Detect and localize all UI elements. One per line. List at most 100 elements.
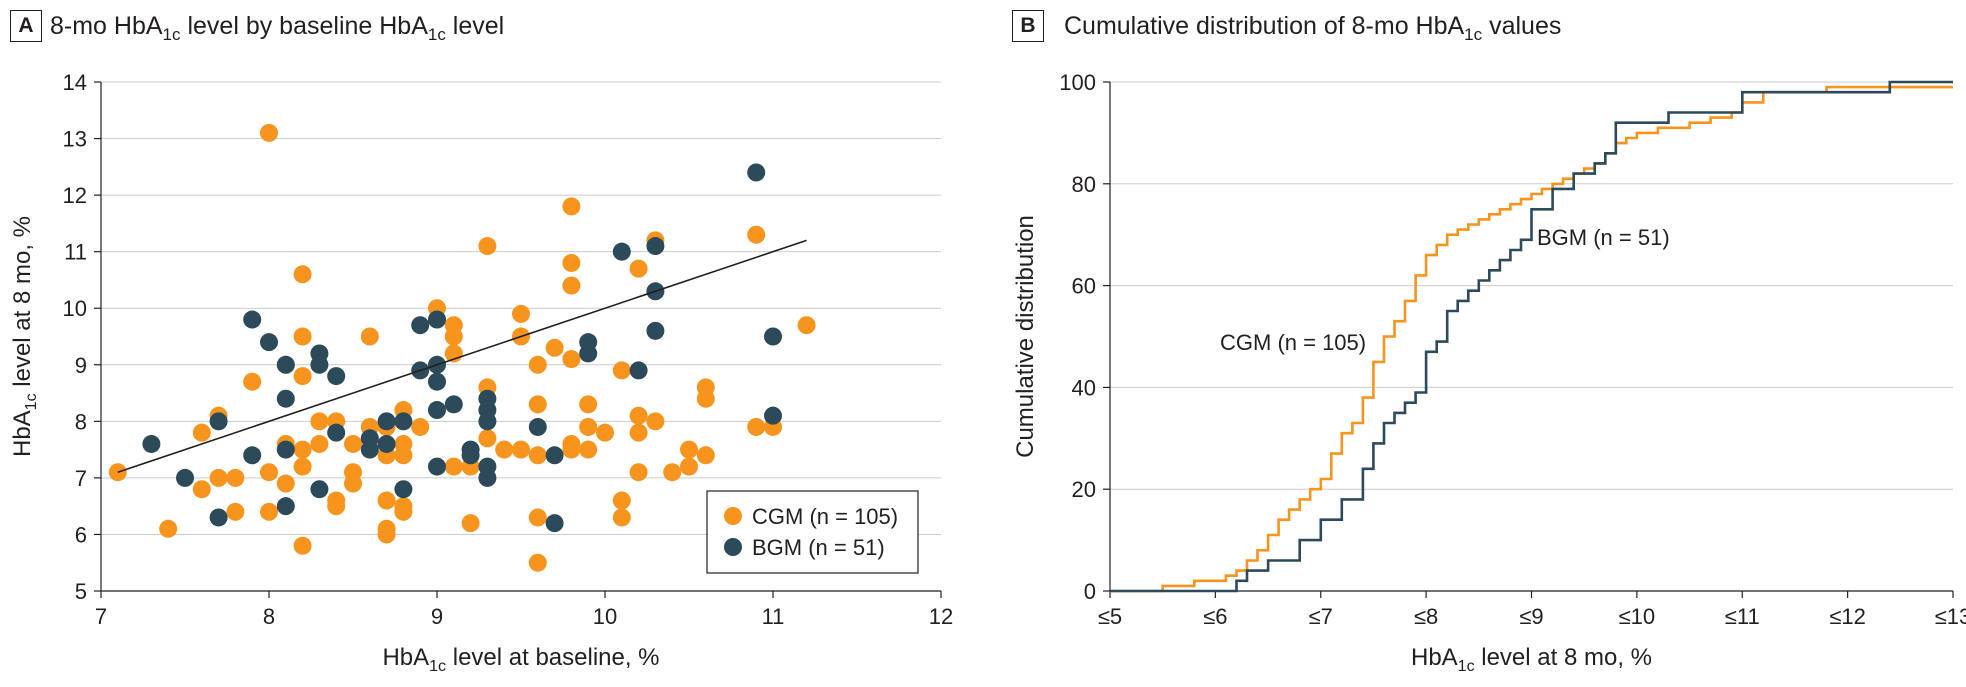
panel-a-title-sub: 1c	[427, 25, 446, 44]
cgm-point	[209, 468, 228, 487]
cdf-y-tick-label: 100	[1059, 70, 1096, 95]
panel-a-label: A	[10, 10, 42, 42]
cdf-y-tick-label: 0	[1084, 579, 1096, 604]
cgm-point	[528, 553, 547, 572]
panel-a-title: 8-mo HbA1c level by baseline HbA1c level	[50, 12, 504, 45]
cgm-point	[579, 440, 598, 459]
bgm-point	[528, 417, 547, 436]
cgm-point	[394, 502, 413, 521]
cgm-point	[528, 395, 547, 414]
cdf-x-tick-label: ≤13	[1935, 604, 1966, 629]
cgm-point	[528, 508, 547, 527]
cgm-point	[192, 423, 211, 442]
cgm-point	[629, 423, 648, 442]
cgm-point	[680, 457, 698, 476]
cgm-point	[260, 123, 278, 142]
bgm-point	[747, 163, 766, 182]
bgm-point	[377, 434, 396, 453]
scatter-y-axis-label: HbA1c level at 8 mo, %	[9, 216, 40, 457]
cgm-point	[327, 497, 346, 516]
panel-b-label: B	[1012, 10, 1044, 42]
panel-b-title-sub: 1c	[1464, 25, 1483, 44]
bgm-point	[360, 440, 379, 459]
cdf-y-tick-label: 40	[1072, 375, 1096, 400]
scatter-legend-box	[706, 490, 919, 574]
panel-a-title-part: level by baseline HbA	[180, 12, 428, 40]
cgm-point	[562, 350, 581, 369]
scatter-y-tick-label: 6	[75, 522, 87, 547]
bgm-point	[545, 446, 564, 465]
cgm-point	[377, 525, 396, 544]
scatter-y-tick-label: 9	[75, 353, 87, 378]
bgm-point	[629, 361, 648, 380]
cgm-point	[478, 237, 497, 256]
panel-a-title-part: level	[445, 12, 505, 40]
bgm-point	[428, 372, 446, 391]
cgm-point	[646, 412, 665, 431]
bgm-point	[327, 423, 346, 442]
legend-cgm-marker	[724, 507, 742, 525]
scatter-y-tick-label: 5	[75, 579, 87, 604]
bgm-point	[461, 446, 480, 465]
cgm-point	[562, 197, 581, 216]
bgm-point	[428, 310, 446, 329]
cgm-point	[293, 440, 312, 459]
cdf-x-tick-label: ≤11	[1725, 604, 1760, 629]
bgm-point	[612, 242, 631, 261]
legend-cgm-label: CGM (n = 105)	[752, 504, 898, 529]
cgm-point	[663, 463, 682, 482]
cgm-point	[512, 440, 530, 459]
cdf-x-tick-label: ≤7	[1309, 604, 1333, 629]
cgm-point	[192, 480, 211, 499]
panel-b-title: Cumulative distribution of 8-mo HbA1c va…	[1064, 12, 1561, 45]
cdf-axes: 0 20 40 60 80 100 ≤5 ≤6 ≤7 ≤8 ≤9 ≤10 ≤11 ≤12 ≤13 HbA1c …	[1012, 70, 1966, 675]
scatter-y-tick-label: 7	[75, 466, 87, 491]
cdf-bgm-label: BGM (n = 51)	[1537, 225, 1670, 250]
cgm-point	[629, 406, 648, 425]
bgm-point	[478, 468, 497, 487]
cgm-point	[629, 259, 648, 278]
cdf-bgm-line	[1110, 80, 1953, 593]
legend-bgm-marker	[724, 538, 742, 556]
bgm-point	[764, 406, 782, 425]
cdf-y-tick-label: 60	[1072, 274, 1096, 299]
cdf-x-tick-label: ≤12	[1829, 604, 1866, 629]
cgm-point	[411, 417, 430, 436]
cgm-point	[377, 491, 396, 510]
cdf-x-tick-label: ≤6	[1203, 604, 1227, 629]
cdf-x-tick-label: ≤8	[1414, 604, 1438, 629]
cgm-point	[226, 468, 245, 487]
cgm-point	[596, 423, 614, 442]
bgm-point	[764, 327, 782, 346]
scatter-y-tick-label: 11	[64, 240, 87, 265]
cgm-point	[512, 304, 530, 323]
bgm-point	[243, 310, 262, 329]
cgm-point	[680, 440, 698, 459]
cgm-point	[444, 327, 463, 346]
cgm-point	[394, 446, 413, 465]
cgm-point	[293, 327, 312, 346]
panel-a-title-sub: 1c	[162, 25, 181, 44]
scatter-y-tick-label: 12	[63, 183, 87, 208]
bgm-point	[478, 412, 497, 431]
cgm-point	[562, 276, 581, 295]
bgm-point	[209, 508, 228, 527]
scatter-y-tick-label: 13	[63, 127, 87, 152]
cdf-cgm-label: CGM (n = 105)	[1220, 330, 1366, 355]
bgm-point	[579, 344, 598, 363]
cgm-point	[461, 514, 480, 533]
cgm-point	[528, 355, 547, 374]
bgm-point	[428, 401, 446, 420]
cgm-point	[293, 367, 312, 386]
cgm-point	[579, 395, 598, 414]
cgm-point	[612, 508, 631, 527]
bgm-point	[327, 367, 346, 386]
cgm-point	[260, 463, 278, 482]
cdf-x-tick-label: ≤9	[1519, 604, 1543, 629]
scatter-trendline	[117, 239, 807, 473]
cdf-y-tick-label: 20	[1072, 477, 1096, 502]
scatter-points	[108, 123, 816, 572]
cgm-point	[696, 446, 715, 465]
cgm-point	[276, 474, 295, 493]
